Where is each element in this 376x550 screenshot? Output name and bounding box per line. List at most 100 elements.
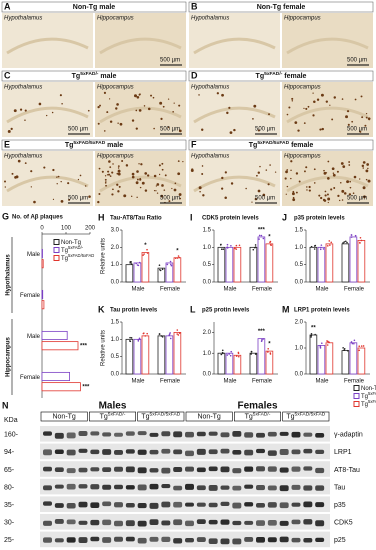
blot-band	[244, 449, 254, 456]
blot-band	[303, 448, 313, 454]
y-axis-label: Relative units	[101, 330, 107, 366]
plaque-stain	[131, 195, 133, 198]
marker-label: 30-	[4, 520, 15, 527]
blot-band	[279, 520, 289, 526]
data-point-decor	[138, 261, 141, 264]
plaque-stain	[57, 175, 60, 178]
blot-band	[208, 538, 218, 545]
blot-band	[90, 484, 100, 490]
plaque-stain	[172, 110, 174, 113]
blot-band	[267, 520, 277, 526]
data-point-decor	[360, 239, 363, 242]
y-tick-label: 0.0	[203, 372, 212, 378]
chart-letter: M	[282, 304, 290, 314]
blot-band	[279, 449, 289, 455]
plaque-stain	[359, 130, 362, 133]
blot-band	[267, 485, 277, 491]
data-point-decor	[235, 244, 238, 247]
blot-band	[220, 538, 230, 545]
plaque-stain	[333, 186, 336, 189]
plaque-stain	[251, 201, 253, 203]
blot-band	[90, 519, 100, 526]
y-tick-label: 1.0	[111, 337, 120, 343]
plaque-stain	[13, 109, 17, 113]
y-tick-label: 0.0	[295, 372, 304, 378]
blot-band	[196, 537, 206, 542]
panel-title-part: male	[105, 142, 123, 149]
data-point-decor	[235, 355, 238, 357]
plaque-stain	[158, 164, 161, 167]
y-tick-label: 1.0	[295, 245, 304, 251]
plaque-stain	[87, 109, 90, 112]
plaque-stain	[117, 165, 120, 168]
blot-band	[232, 449, 242, 455]
blot-band	[66, 468, 76, 474]
blot-band	[125, 431, 135, 436]
plaque-stain	[331, 167, 335, 171]
genotype-box	[137, 411, 185, 422]
data-point-decor	[258, 238, 260, 240]
plaque-stain	[112, 163, 114, 165]
y-tick-label: 1.0	[203, 245, 212, 251]
plaque-stain	[292, 196, 295, 199]
blot-band	[137, 484, 147, 491]
plaque-stain	[104, 178, 107, 181]
data-point-decor	[146, 248, 148, 251]
plaque-stain	[117, 167, 120, 169]
blot-band	[279, 536, 289, 543]
protein-label: γ-adaptin	[334, 432, 363, 439]
blot-band	[185, 520, 194, 527]
plaque-stain	[295, 191, 298, 194]
plaque-stain	[147, 107, 151, 111]
data-point-decor	[177, 334, 180, 336]
blot-band	[279, 502, 289, 509]
blot-band	[232, 538, 242, 545]
bar	[249, 352, 258, 375]
blot-strip	[40, 443, 330, 460]
plaque-stain	[112, 188, 114, 191]
plaque-stain	[348, 164, 351, 166]
group-label: Hypothalamus	[6, 254, 12, 296]
data-point-decor	[342, 242, 344, 244]
blot-band	[232, 431, 242, 437]
x-tick-label: Male	[315, 379, 329, 385]
plaque-stain	[348, 161, 351, 163]
plaque-stain	[322, 198, 326, 202]
plaque-stain	[361, 164, 365, 168]
blot-band	[185, 483, 194, 490]
x-tick-label: Female	[344, 379, 365, 385]
data-point-decor	[237, 351, 240, 354]
plaque-stain	[153, 174, 157, 178]
plaque-stain	[52, 168, 55, 172]
plaque-stain	[366, 163, 370, 166]
blot-band	[256, 448, 265, 454]
region-label: Hippocampus	[97, 16, 134, 22]
data-point-decor	[160, 335, 163, 337]
y-tick-label: 1.0	[203, 351, 212, 357]
bar	[357, 239, 366, 283]
plaque-stain	[17, 159, 21, 163]
plaque-stain	[305, 107, 308, 110]
bar	[249, 246, 258, 283]
plaque-stain	[268, 113, 270, 116]
blot-band	[232, 520, 242, 526]
plaque-stain	[144, 172, 148, 175]
blot-band	[114, 536, 123, 542]
data-point-decor	[158, 264, 161, 267]
tissue-contour	[99, 175, 182, 193]
genotype-label-part: 5xFAD/5xFAD	[150, 411, 181, 417]
plaque-stain	[161, 184, 164, 187]
plaque-stain	[285, 170, 288, 174]
plaque-stain	[345, 115, 349, 119]
protein-label: CDK5	[334, 520, 353, 527]
plaque-stain	[19, 108, 23, 111]
blot-strip	[40, 531, 330, 548]
y-tick-label: Female	[20, 375, 41, 381]
plaque-stain	[119, 122, 123, 126]
blot-band	[173, 431, 183, 438]
genotype-label: Tg5xFAD/5xFAD	[286, 411, 325, 420]
plaque-stain	[163, 189, 166, 191]
blot-band	[78, 448, 88, 453]
plaque-stain	[221, 93, 224, 97]
plaque-stain	[198, 186, 202, 190]
